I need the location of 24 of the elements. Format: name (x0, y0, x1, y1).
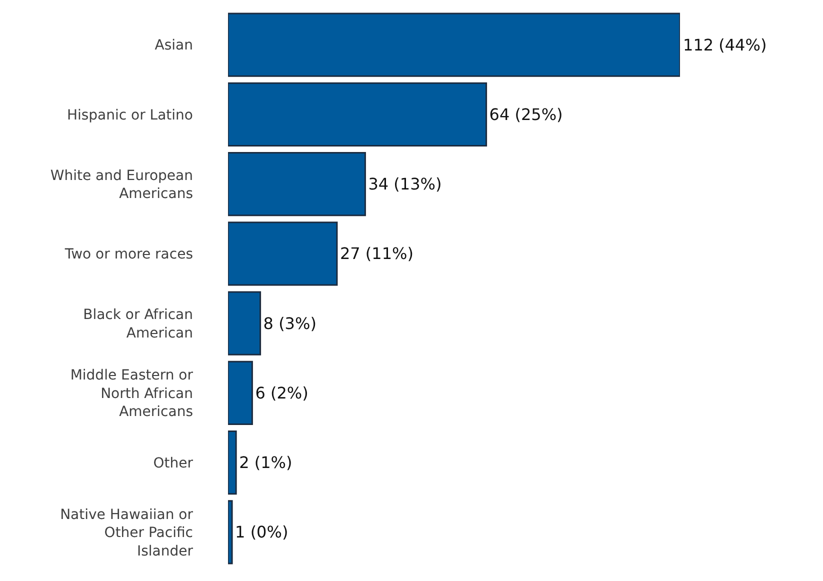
bar (228, 152, 366, 216)
data-label: 27 (11%) (340, 244, 414, 264)
data-label: 2 (1%) (239, 453, 292, 472)
data-label: 6 (2%) (255, 383, 308, 402)
data-label: 34 (13%) (368, 174, 442, 194)
y-tick-label: White and European Americans (50, 168, 193, 202)
data-label: 1 (0%) (235, 522, 288, 542)
data-label: 8 (3%) (263, 314, 316, 333)
y-tick-label: Other (153, 455, 194, 472)
bar (228, 291, 262, 356)
bar (228, 82, 488, 147)
data-label: 64 (25%) (489, 104, 563, 124)
y-tick-label: Middle Eastern or North African Americans (70, 368, 194, 420)
data-label: 112 (44%) (683, 35, 767, 54)
y-tick-label: Native Hawaiian or Other Pacific Islander (60, 506, 194, 560)
y-tick-label: Black or African American (83, 307, 193, 342)
bar (228, 222, 338, 286)
y-tick-label: Two or more races (64, 246, 193, 263)
bar (228, 12, 680, 77)
y-tick-label: Hispanic or Latino (66, 107, 193, 124)
bar (228, 360, 253, 426)
bar (228, 500, 233, 564)
y-tick-label: Asian (154, 38, 193, 54)
bar (228, 430, 237, 495)
